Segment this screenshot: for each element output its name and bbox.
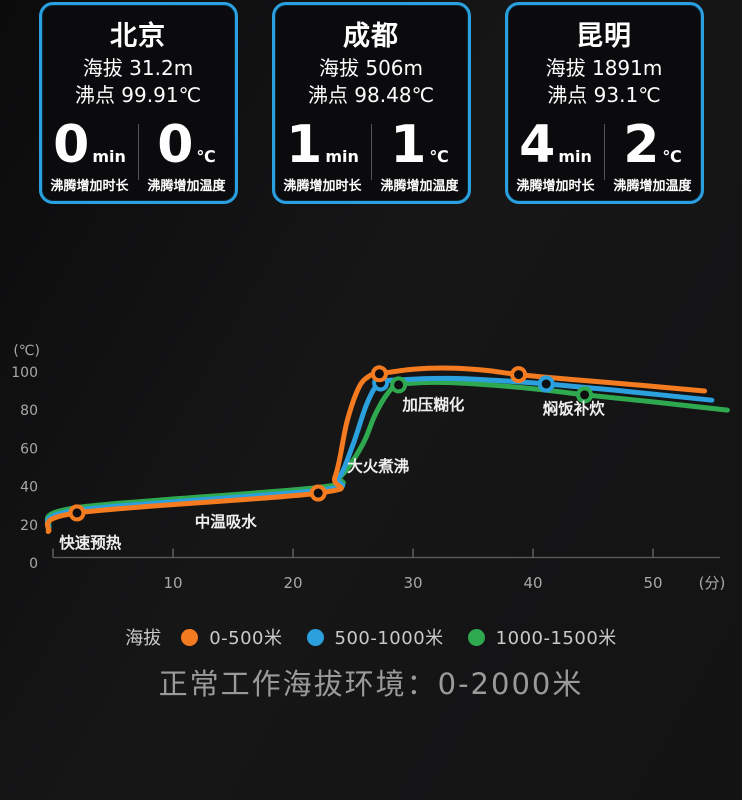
boiling-point-text: 沸点 93.1℃: [547, 83, 661, 107]
legend-label: 500-1000米: [334, 628, 444, 649]
y-axis-unit-label: (℃): [13, 343, 40, 359]
altitude-text: 海拔 506m: [318, 56, 423, 80]
x-tick-label: 50: [643, 574, 662, 592]
boil-time-caption: 沸腾增加时长: [50, 179, 129, 194]
phase-annotation: 快速预热: [59, 533, 122, 552]
phase-annotation: 焖饭补炊: [543, 399, 606, 418]
boil-temp-value: 0: [157, 115, 194, 175]
series-marker-1000-1500米: [390, 376, 408, 394]
y-tick-label: 40: [20, 480, 38, 496]
legend-item-1000-1500: 1000-1500米: [467, 624, 617, 650]
series-marker-0-500米: [309, 484, 327, 502]
city-name: 昆明: [576, 21, 632, 52]
stat-divider: [370, 124, 372, 180]
series-marker-0-500米: [510, 366, 528, 384]
x-axis-unit-label: (分): [699, 574, 726, 592]
boil-time-stat: 4 min 沸腾增加时长: [508, 118, 604, 194]
series-line-1000-1500米: [44, 379, 730, 529]
boil-time-unit: min: [558, 147, 592, 166]
series-marker-500-1000米: [372, 374, 390, 392]
green-dot-icon: [467, 628, 485, 646]
x-tick-label: 20: [283, 574, 302, 592]
stats-row: 1 min 沸腾增加时长 1 ℃ 沸腾增加温度: [275, 118, 468, 194]
boil-time-stat: 0 min 沸腾增加时长: [42, 118, 138, 194]
x-tick-label: 40: [523, 574, 542, 592]
city-name: 北京: [110, 21, 166, 52]
city-name: 成都: [343, 21, 399, 52]
boil-time-caption: 沸腾增加时长: [516, 179, 595, 194]
altitude-text: 海拔 1891m: [545, 56, 663, 80]
legend-item-0-500: 0-500米: [181, 624, 282, 650]
boil-temp-stat: 1 ℃ 沸腾增加温度: [372, 118, 468, 194]
boil-temp-caption: 沸腾增加温度: [380, 179, 459, 194]
boil-temp-value: 2: [623, 115, 660, 175]
y-tick-label: 20: [20, 518, 38, 534]
phase-annotation: 中温吸水: [195, 512, 258, 531]
boil-temp-caption: 沸腾增加温度: [613, 179, 692, 194]
series-line-0-500米: [44, 365, 708, 534]
stat-divider: [603, 124, 605, 180]
legend-item-500-1000: 500-1000米: [306, 624, 444, 650]
boil-temp-caption: 沸腾增加温度: [147, 179, 226, 194]
legend-label: 1000-1500米: [495, 628, 617, 649]
working-altitude-note: 正常工作海拔环境：0-2000米: [158, 667, 584, 701]
legend-title: 海拔: [125, 628, 162, 649]
boil-time-value: 0: [53, 115, 90, 175]
x-tick-label: 10: [163, 574, 182, 592]
series-marker-0-500米: [68, 504, 86, 522]
boil-temp-value: 1: [390, 115, 427, 175]
boil-temp-stat: 2 ℃ 沸腾增加温度: [605, 118, 701, 194]
boil-time-unit: min: [325, 147, 359, 166]
boil-time-caption: 沸腾增加时长: [283, 179, 362, 194]
boil-temp-unit: ℃: [662, 147, 682, 166]
boil-time-stat: 1 min 沸腾增加时长: [275, 118, 371, 194]
y-tick-label: 0: [29, 556, 38, 572]
city-card-kunming: 昆明 海拔 1891m 沸点 93.1℃ 4 min 沸腾增加时长 2 ℃: [504, 2, 704, 204]
boil-time-value: 4: [519, 115, 556, 175]
phase-annotation: 大火煮沸: [347, 456, 409, 475]
y-tick-label: 100: [11, 365, 38, 381]
chart-legend: 海拔 0-500米 500-1000米 1000-1500米: [0, 622, 742, 652]
legend-label: 0-500米: [209, 628, 283, 649]
phase-annotation: 加压糊化: [401, 395, 465, 414]
series-marker-1000-1500米: [576, 386, 594, 404]
blue-dot-icon: [306, 628, 324, 646]
boil-temp-unit: ℃: [196, 147, 216, 166]
boiling-point-text: 沸点 99.91℃: [74, 83, 202, 107]
boiling-point-text: 沸点 98.48℃: [307, 83, 435, 107]
city-card-beijing: 北京 海拔 31.2m 沸点 99.91℃ 0 min 沸腾增加时长 0 ℃: [38, 2, 238, 204]
boil-temp-stat: 0 ℃ 沸腾增加温度: [139, 118, 235, 194]
y-tick-label: 60: [20, 441, 38, 457]
stats-row: 0 min 沸腾增加时长 0 ℃ 沸腾增加温度: [42, 118, 235, 194]
city-card-chengdu: 成都 海拔 506m 沸点 98.48℃ 1 min 沸腾增加时长 1 ℃: [271, 2, 471, 204]
altitude-text: 海拔 31.2m: [82, 56, 194, 80]
orange-dot-icon: [181, 628, 199, 646]
x-tick-label: 30: [403, 574, 422, 592]
y-tick-label: 80: [20, 403, 38, 419]
boil-time-value: 1: [286, 115, 323, 175]
series-marker-0-500米: [370, 365, 388, 383]
boil-time-unit: min: [92, 147, 126, 166]
boil-temp-unit: ℃: [429, 147, 449, 166]
stat-divider: [137, 124, 139, 180]
series-marker-500-1000米: [537, 375, 555, 393]
city-cards-row: 北京 海拔 31.2m 沸点 99.91℃ 0 min 沸腾增加时长 0 ℃: [0, 2, 742, 204]
stats-row: 4 min 沸腾增加时长 2 ℃ 沸腾增加温度: [508, 118, 701, 194]
series-line-500-1000米: [44, 375, 715, 532]
